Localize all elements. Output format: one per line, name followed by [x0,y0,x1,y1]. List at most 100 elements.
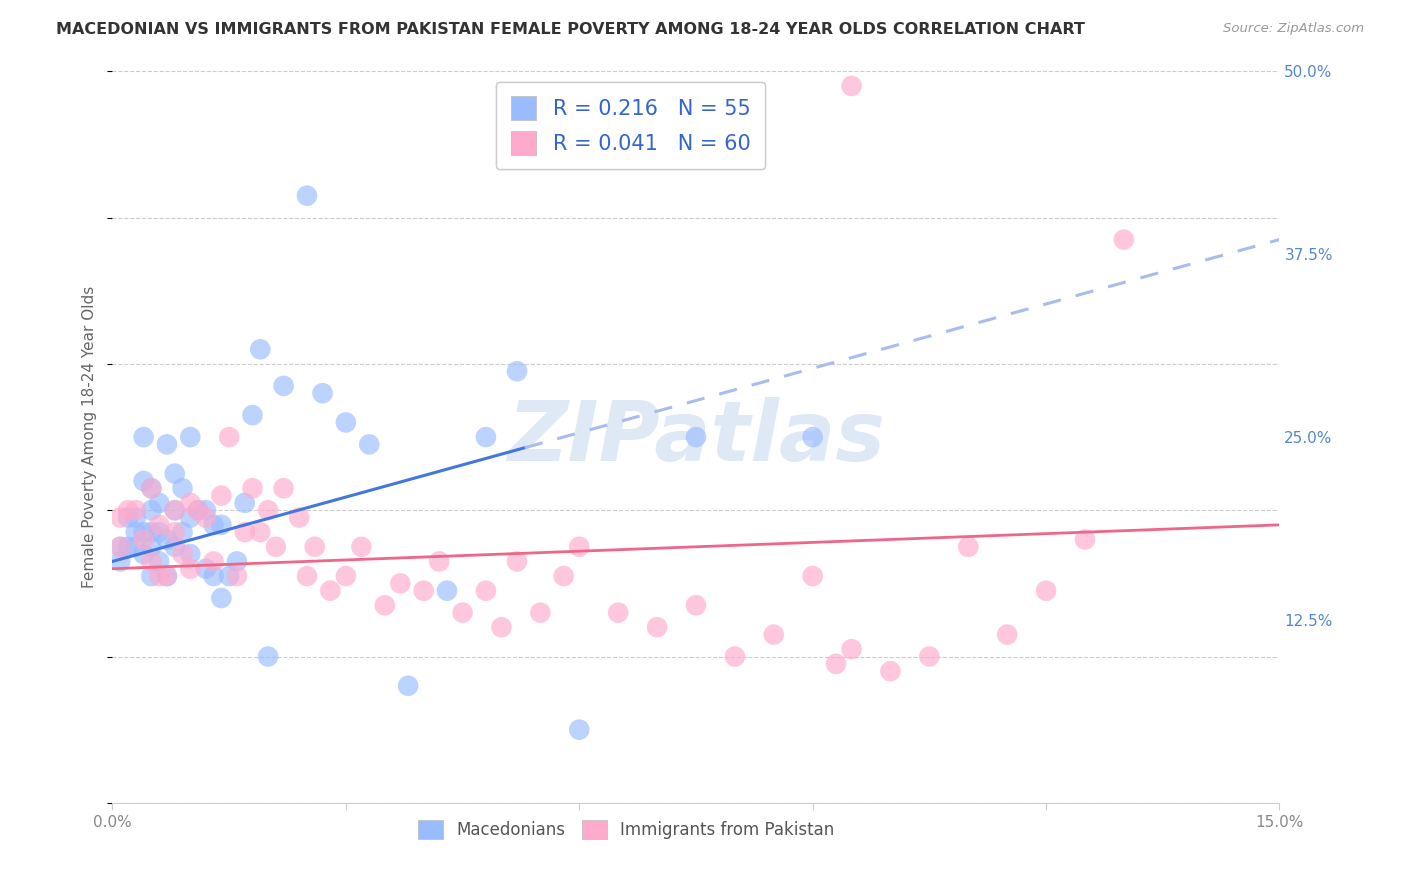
Point [163,503,186,517]
Point [218,430,240,444]
Point [209,517,232,532]
Point [319,583,342,598]
Point [156,533,179,547]
Point [202,554,225,568]
Point [125,540,148,554]
Point [825,657,848,671]
Point [202,517,225,532]
Point [350,540,373,554]
Point [110,510,132,524]
Point [179,430,201,444]
Point [163,540,186,554]
Text: MACEDONIAN VS IMMIGRANTS FROM PAKISTAN FEMALE POVERTY AMONG 18-24 YEAR OLDS CORR: MACEDONIAN VS IMMIGRANTS FROM PAKISTAN F… [56,22,1085,37]
Point [226,554,249,568]
Point [273,379,295,393]
Point [249,343,271,357]
Point [141,503,163,517]
Point [125,510,148,524]
Point [1035,583,1057,598]
Point [553,569,575,583]
Legend: Macedonians, Immigrants from Pakistan: Macedonians, Immigrants from Pakistan [411,814,841,846]
Point [226,569,249,583]
Point [396,679,419,693]
Point [156,569,179,583]
Point [148,525,170,540]
Point [491,620,513,634]
Point [288,510,311,524]
Point [156,437,179,451]
Point [141,481,163,495]
Point [427,554,450,568]
Point [141,569,163,583]
Point [359,437,381,451]
Point [249,525,271,540]
Point [568,540,591,554]
Point [209,591,232,605]
Point [132,533,155,547]
Point [187,503,209,517]
Point [841,642,863,657]
Point [218,569,240,583]
Point [568,723,591,737]
Point [957,540,980,554]
Point [295,569,318,583]
Text: Source: ZipAtlas.com: Source: ZipAtlas.com [1223,22,1364,36]
Point [110,540,132,554]
Point [194,562,217,576]
Point [110,554,132,568]
Point [132,525,155,540]
Point [685,430,707,444]
Point [117,510,139,524]
Point [141,481,163,495]
Point [172,547,194,561]
Point [233,525,256,540]
Point [374,599,396,613]
Point [685,599,707,613]
Point [335,569,357,583]
Point [273,481,295,495]
Point [436,583,458,598]
Point [148,569,170,583]
Point [117,503,139,517]
Point [762,627,785,641]
Point [264,540,287,554]
Point [172,481,194,495]
Point [141,554,163,568]
Point [311,386,333,401]
Point [148,517,170,532]
Point [179,510,201,524]
Point [233,496,256,510]
Point [194,503,217,517]
Point [132,430,155,444]
Point [117,540,139,554]
Point [529,606,551,620]
Point [304,540,326,554]
Point [1074,533,1097,547]
Point [163,525,186,540]
Point [801,430,824,444]
Point [125,525,148,540]
Point [475,430,498,444]
Point [163,467,186,481]
Point [645,620,668,634]
Point [1112,233,1135,247]
Point [179,562,201,576]
Point [172,525,194,540]
Point [187,503,209,517]
Y-axis label: Female Poverty Among 18-24 Year Olds: Female Poverty Among 18-24 Year Olds [82,286,97,588]
Point [148,496,170,510]
Point [995,627,1018,641]
Point [209,489,232,503]
Point [389,576,412,591]
Point [607,606,630,620]
Point [257,503,280,517]
Point [125,503,148,517]
Point [801,569,824,583]
Point [163,503,186,517]
Point [475,583,498,598]
Point [335,416,357,430]
Point [156,569,179,583]
Point [132,474,155,488]
Point [295,188,318,202]
Point [879,664,901,678]
